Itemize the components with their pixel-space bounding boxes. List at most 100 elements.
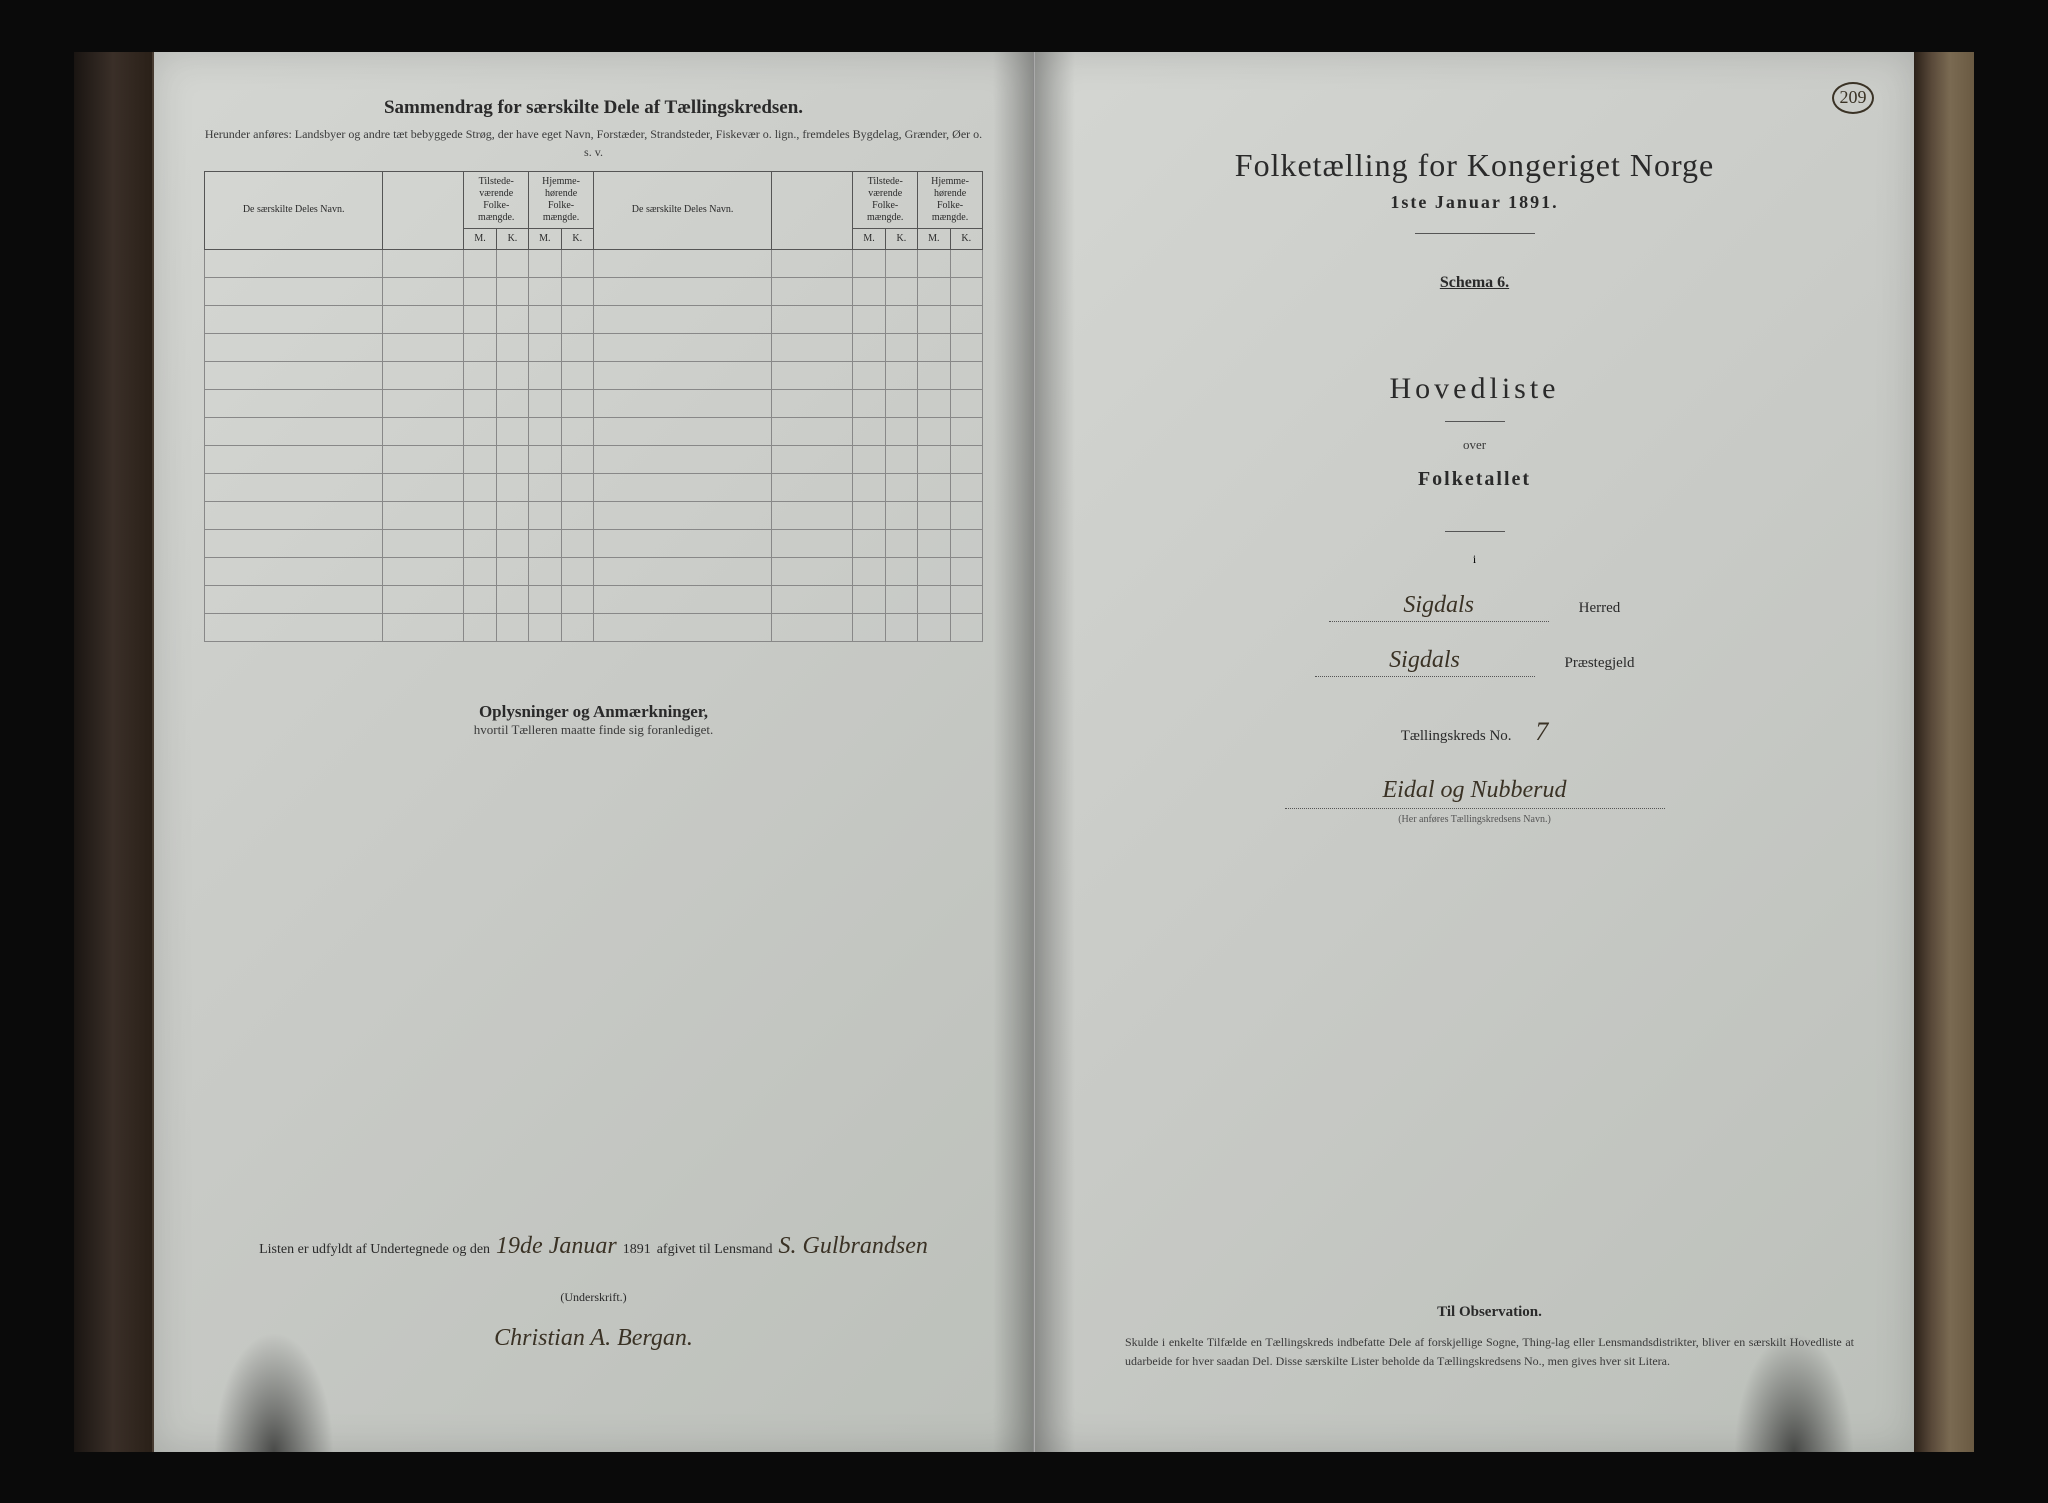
table-cell — [383, 501, 464, 529]
table-cell — [496, 473, 528, 501]
table-cell — [464, 473, 496, 501]
table-cell — [205, 501, 383, 529]
table-cell — [464, 249, 496, 277]
table-cell — [561, 333, 593, 361]
table-cell — [464, 501, 496, 529]
table-cell — [464, 417, 496, 445]
sig-date-month: Januar — [549, 1233, 617, 1260]
remarks-section: Oplysninger og Anmærkninger, hvortil Tæl… — [204, 702, 983, 738]
table-cell — [772, 249, 853, 277]
table-cell — [772, 585, 853, 613]
th-m: M. — [853, 228, 885, 249]
title-page-content: Folketælling for Kongeriget Norge 1ste J… — [1085, 97, 1864, 825]
table-cell — [464, 361, 496, 389]
th-huslisters-1 — [383, 171, 464, 249]
folketallet-label: Folketallet — [1085, 468, 1864, 491]
herred-label: Herred — [1579, 600, 1621, 617]
sig-date-day: 19de — [496, 1233, 543, 1260]
left-binding — [74, 52, 154, 1452]
table-cell — [918, 417, 950, 445]
table-cell — [529, 585, 561, 613]
table-cell — [593, 333, 771, 361]
table-cell — [885, 249, 917, 277]
table-cell — [918, 585, 950, 613]
kreds-label: Tællingskreds No. — [1401, 728, 1512, 744]
table-cell — [561, 417, 593, 445]
table-cell — [918, 557, 950, 585]
table-row — [205, 389, 983, 417]
table-cell — [853, 501, 885, 529]
table-row — [205, 305, 983, 333]
table-cell — [496, 557, 528, 585]
table-cell — [464, 277, 496, 305]
spine-shadow — [1035, 52, 1075, 1452]
sig-middle: afgivet til Lensmand — [657, 1242, 773, 1258]
sig-year: 1891 — [623, 1242, 651, 1258]
table-row — [205, 557, 983, 585]
table-cell — [464, 585, 496, 613]
table-cell — [496, 305, 528, 333]
table-cell — [561, 501, 593, 529]
table-cell — [464, 389, 496, 417]
schema-label: Schema 6. — [1085, 274, 1864, 292]
census-date: 1ste Januar 1891. — [1085, 192, 1864, 213]
table-cell — [593, 585, 771, 613]
praestegjeld-value: Sigdals — [1315, 647, 1535, 677]
table-cell — [885, 361, 917, 389]
table-cell — [950, 473, 982, 501]
table-cell — [772, 389, 853, 417]
table-cell — [561, 445, 593, 473]
table-cell — [529, 501, 561, 529]
table-cell — [561, 529, 593, 557]
thumb-shadow — [1734, 1332, 1854, 1452]
table-row — [205, 501, 983, 529]
th-m: M. — [918, 228, 950, 249]
over-label: over — [1085, 437, 1864, 453]
table-cell — [529, 361, 561, 389]
table-cell — [918, 473, 950, 501]
praestegjeld-row: Sigdals Præstegjeld — [1085, 647, 1864, 677]
table-cell — [853, 473, 885, 501]
table-cell — [772, 333, 853, 361]
table-cell — [950, 501, 982, 529]
table-cell — [529, 277, 561, 305]
table-cell — [853, 333, 885, 361]
table-cell — [383, 389, 464, 417]
right-page: 209 Folketælling for Kongeriget Norge 1s… — [1034, 52, 1914, 1452]
table-cell — [853, 445, 885, 473]
table-cell — [561, 361, 593, 389]
table-cell — [496, 277, 528, 305]
table-cell — [885, 389, 917, 417]
table-cell — [383, 277, 464, 305]
table-cell — [383, 417, 464, 445]
table-cell — [950, 585, 982, 613]
table-cell — [593, 473, 771, 501]
table-cell — [205, 417, 383, 445]
table-cell — [853, 417, 885, 445]
herred-value: Sigdals — [1329, 592, 1549, 622]
table-cell — [950, 389, 982, 417]
table-cell — [496, 417, 528, 445]
table-cell — [383, 249, 464, 277]
table-cell — [593, 361, 771, 389]
table-cell — [529, 557, 561, 585]
sig-prefix: Listen er udfyldt af Undertegnede og den — [259, 1242, 490, 1258]
table-cell — [885, 445, 917, 473]
table-cell — [593, 613, 771, 641]
table-cell — [772, 277, 853, 305]
praestegjeld-label: Præstegjeld — [1565, 655, 1635, 672]
table-cell — [593, 445, 771, 473]
table-cell — [885, 613, 917, 641]
table-cell — [205, 529, 383, 557]
table-cell — [205, 445, 383, 473]
table-cell — [205, 277, 383, 305]
spine-shadow — [993, 52, 1033, 1452]
th-m: M. — [464, 228, 496, 249]
table-cell — [383, 333, 464, 361]
table-cell — [950, 529, 982, 557]
herred-row: Sigdals Herred — [1085, 592, 1864, 622]
table-cell — [950, 277, 982, 305]
table-cell — [529, 473, 561, 501]
table-cell — [496, 249, 528, 277]
table-cell — [383, 585, 464, 613]
